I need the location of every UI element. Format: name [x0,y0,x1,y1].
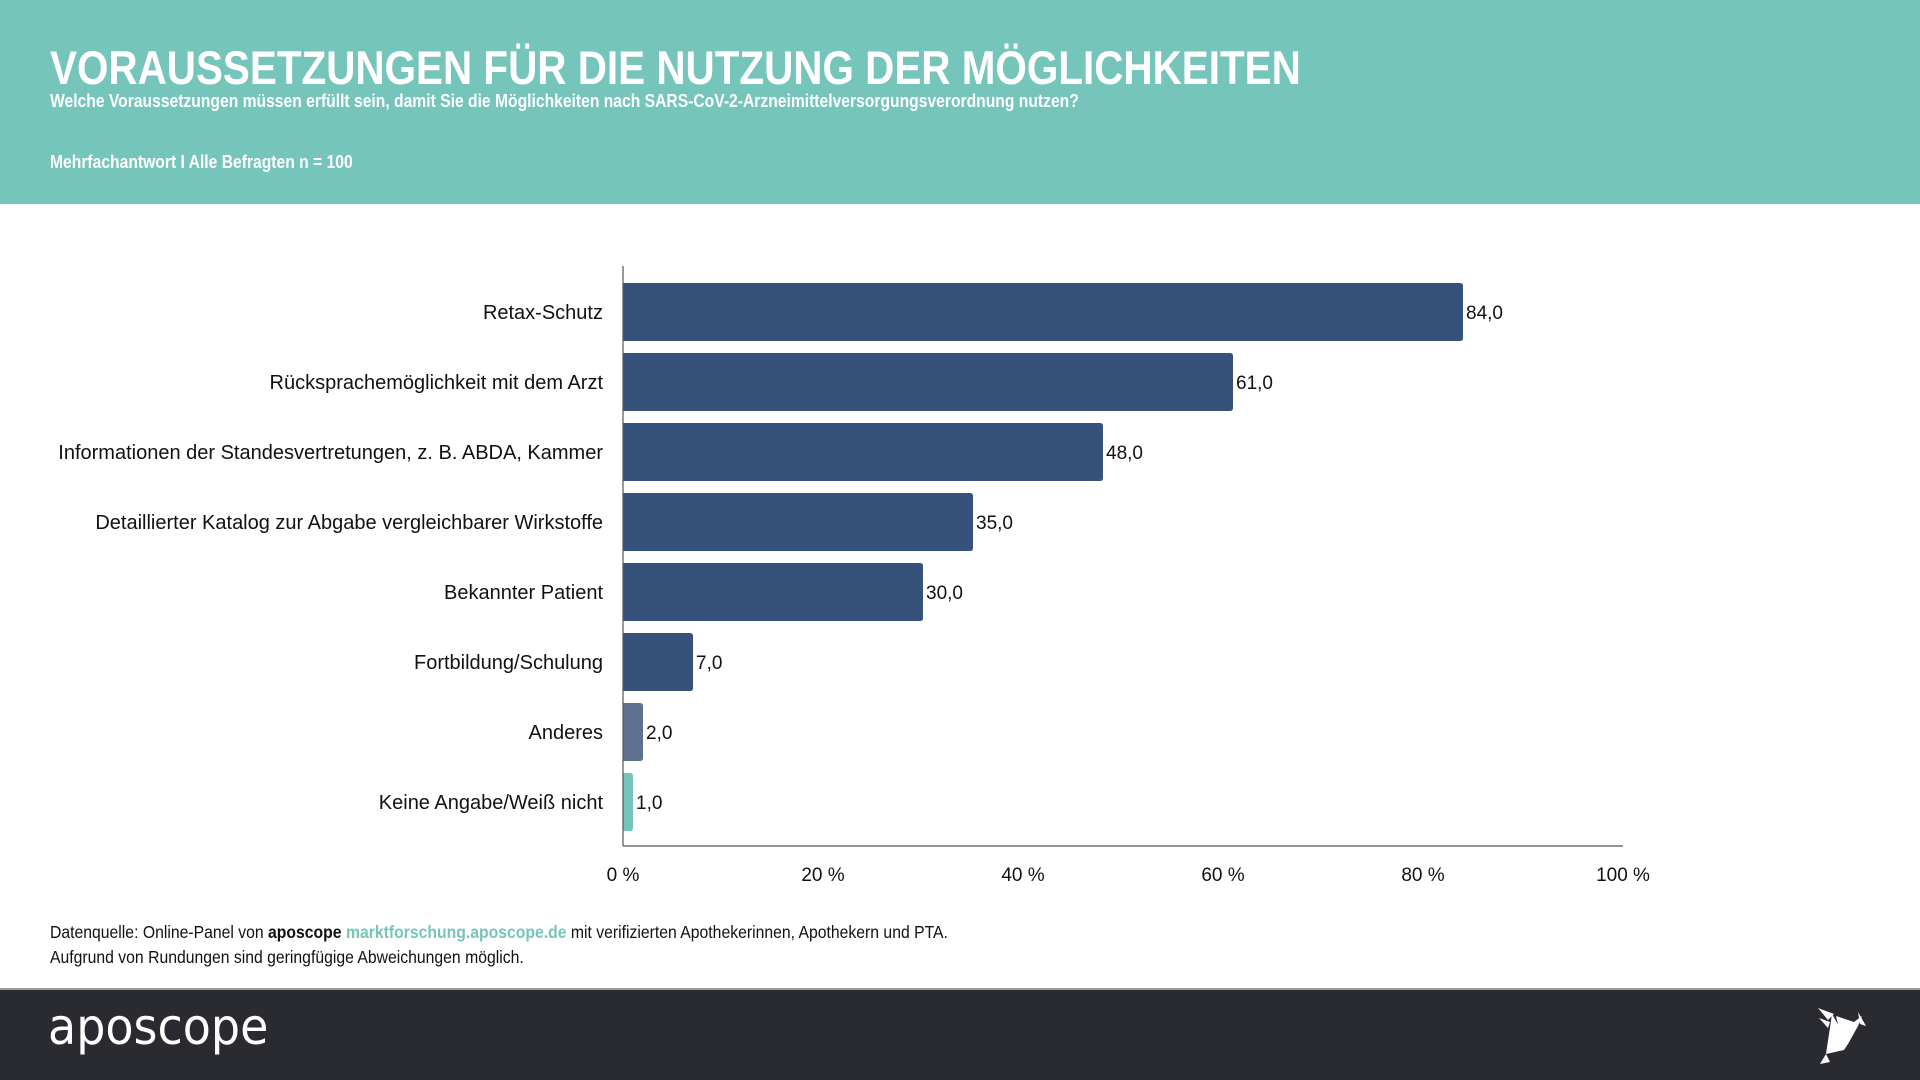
source-prefix: Datenquelle: Online-Panel von [50,922,269,942]
value-label: 61,0 [1236,373,1273,394]
source-link[interactable]: marktforschung.aposcope.de [345,922,567,942]
source-line-1: Datenquelle: Online-Panel von aposcope m… [50,920,948,945]
x-tick-label: 80 % [1401,865,1444,886]
bar-0 [623,283,1463,341]
aposcope-logo: aposcope [48,998,269,1056]
bar-7 [623,773,633,831]
source-suffix: mit verifizierten Apothekerinnen, Apothe… [566,922,948,942]
x-tick-label: 100 % [1596,865,1650,886]
bar-5 [623,633,693,691]
page-title: VORAUSSETZUNGEN FÜR DIE NUTZUNG DER MÖGL… [50,41,1301,94]
value-label: 1,0 [636,793,662,814]
origami-bird-icon [1818,1008,1866,1064]
bar-1 [623,353,1233,411]
source-brand: aposcope [268,922,342,942]
x-tick-label: 40 % [1001,865,1044,886]
x-tick-labels: 0 % 20 % 40 % 60 % 80 % 100 % [607,865,1650,886]
category-labels: Retax-Schutz Rücksprachemöglichkeit mit d… [58,302,603,814]
sample-note: Mehrfachantwort I Alle Befragten n = 100 [50,152,353,172]
category-label: Fortbildung/Schulung [414,652,603,674]
value-label: 84,0 [1466,303,1503,324]
source-note: Datenquelle: Online-Panel von aposcope m… [50,920,948,970]
bar-3 [623,493,973,551]
chart-svg: Retax-Schutz Rücksprachemöglichkeit mit d… [58,266,1650,886]
bar-6 [623,703,643,761]
x-tick-label: 60 % [1201,865,1244,886]
category-label: Keine Angabe/Weiß nicht [379,792,604,814]
category-label: Anderes [529,722,604,744]
footer-bar: aposcope [0,988,1920,1080]
category-label: Rücksprachemöglichkeit mit dem Arzt [270,372,604,394]
value-label: 7,0 [696,653,722,674]
question-subtitle: Welche Voraussetzungen müssen erfüllt se… [50,91,1079,111]
value-label: 2,0 [646,723,672,744]
header-banner: VORAUSSETZUNGEN FÜR DIE NUTZUNG DER MÖGL… [0,0,1920,204]
category-label: Bekannter Patient [444,582,603,604]
bars-group [623,283,1463,831]
value-label: 35,0 [976,513,1013,534]
x-tick-label: 0 % [607,865,640,886]
source-line-2: Aufgrund von Rundungen sind geringfügige… [50,947,524,967]
value-label: 48,0 [1106,443,1143,464]
category-label: Informationen der Standesvertretungen, z… [58,442,603,464]
category-label: Retax-Schutz [483,302,603,324]
x-tick-label: 20 % [801,865,844,886]
bar-chart: Retax-Schutz Rücksprachemöglichkeit mit d… [0,204,1920,904]
axes [622,266,1623,847]
bar-4 [623,563,923,621]
bar-2 [623,423,1103,481]
value-label: 30,0 [926,583,963,604]
value-labels: 84,0 61,0 48,0 35,0 30,0 7,0 2,0 1,0 [636,303,1503,814]
category-label: Detaillierter Katalog zur Abgabe verglei… [95,512,603,534]
